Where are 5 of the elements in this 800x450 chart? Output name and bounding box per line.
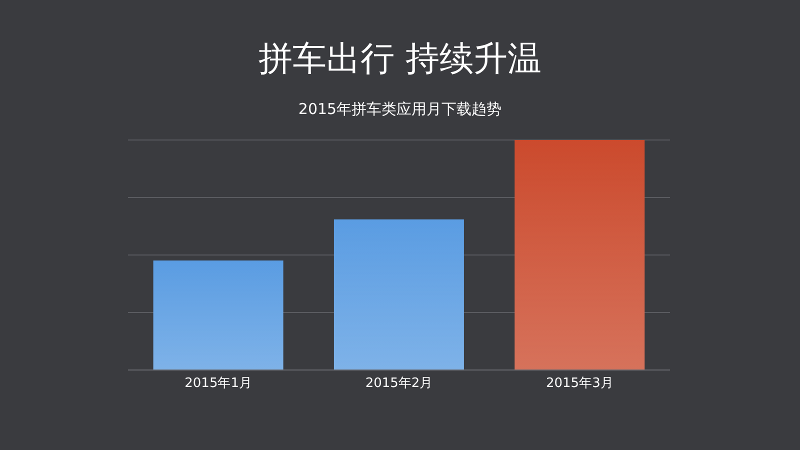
x-tick-label: 2015年2月 [365, 376, 433, 392]
chart-title: 拼车出行 持续升温 [258, 38, 542, 81]
x-tick-label: 2015年1月 [184, 376, 252, 392]
x-tick-label: 2015年3月 [546, 376, 614, 392]
chart-subtitle: 2015年拼车类应用月下载趋势 [297, 100, 503, 119]
